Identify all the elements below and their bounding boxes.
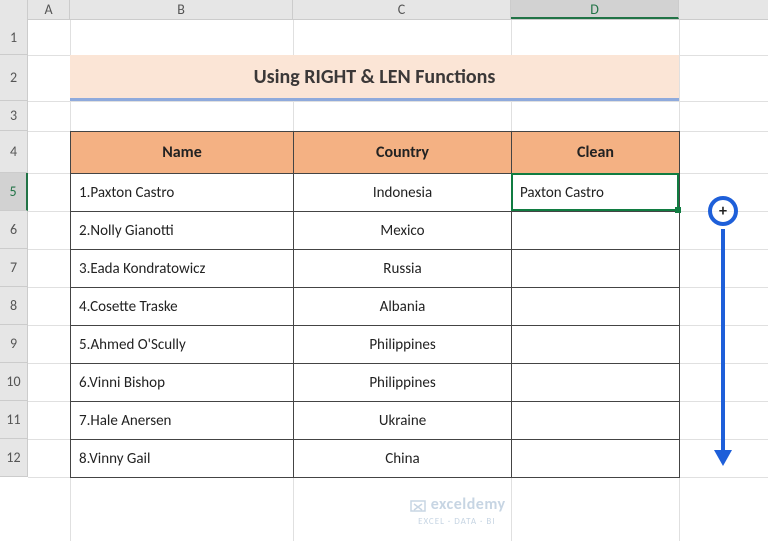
col-header-c[interactable]: C <box>293 0 511 19</box>
fill-handle-marker: + <box>708 196 738 226</box>
drag-arrow <box>708 229 738 468</box>
table-row: 4.Cosette TraskeAlbania <box>71 288 680 326</box>
cell-country[interactable]: Philippines <box>294 326 512 364</box>
header-name[interactable]: Name <box>71 132 294 174</box>
title-banner: Using RIGHT & LEN Functions <box>70 55 679 101</box>
cell-name[interactable]: 2.Nolly Gianotti <box>71 212 294 250</box>
cell-name[interactable]: 5.Ahmed O'Scully <box>71 326 294 364</box>
row-header-2[interactable]: 2 <box>0 55 28 101</box>
watermark-tag: EXCEL · DATA · BI <box>418 516 495 527</box>
data-table: NameCountryClean 1.Paxton CastroIndonesi… <box>70 131 680 478</box>
table-row: 5.Ahmed O'ScullyPhilippines <box>71 326 680 364</box>
table-row: 2.Nolly GianottiMexico <box>71 212 680 250</box>
cell-name[interactable]: 7.Hale Anersen <box>71 402 294 440</box>
crosshair-icon: + <box>719 202 727 221</box>
row-header-5[interactable]: 5 <box>0 173 28 211</box>
cell-country[interactable]: Indonesia <box>294 174 512 212</box>
table-row: 6.Vinni BishopPhilippines <box>71 364 680 402</box>
row-header-8[interactable]: 8 <box>0 287 28 325</box>
table-header-row: NameCountryClean <box>71 132 680 174</box>
row-header-4[interactable]: 4 <box>0 131 28 173</box>
cell-country[interactable]: China <box>294 440 512 478</box>
cell-name[interactable]: 4.Cosette Traske <box>71 288 294 326</box>
table-row: 1.Paxton CastroIndonesiaPaxton Castro <box>71 174 680 212</box>
col-header-a[interactable]: A <box>28 0 70 19</box>
watermark-brand: exceldemy <box>431 495 506 514</box>
col-header-d[interactable]: D <box>511 0 679 19</box>
watermark: exceldemy EXCEL · DATA · BI <box>408 495 506 528</box>
cell-name[interactable]: 3.Eada Kondratowicz <box>71 250 294 288</box>
cell-country[interactable]: Russia <box>294 250 512 288</box>
title-text: Using RIGHT & LEN Functions <box>254 65 496 89</box>
row-header-12[interactable]: 12 <box>0 439 28 477</box>
cell-clean[interactable] <box>512 212 680 250</box>
sheet-area[interactable]: Using RIGHT & LEN Functions NameCountryC… <box>28 20 768 541</box>
row-header-1[interactable]: 1 <box>0 20 28 55</box>
cell-country[interactable]: Albania <box>294 288 512 326</box>
cell-name[interactable]: 1.Paxton Castro <box>71 174 294 212</box>
cell-clean[interactable] <box>512 402 680 440</box>
logo-icon <box>408 498 428 514</box>
cell-name[interactable]: 6.Vinni Bishop <box>71 364 294 402</box>
cell-clean[interactable] <box>512 326 680 364</box>
cell-country[interactable]: Mexico <box>294 212 512 250</box>
cell-clean[interactable] <box>512 440 680 478</box>
table-row: 7.Hale AnersenUkraine <box>71 402 680 440</box>
row-header-9[interactable]: 9 <box>0 325 28 363</box>
column-headers: ABCD <box>0 0 768 20</box>
cell-clean[interactable] <box>512 250 680 288</box>
row-header-3[interactable]: 3 <box>0 101 28 131</box>
cell-country[interactable]: Ukraine <box>294 402 512 440</box>
row-header-7[interactable]: 7 <box>0 249 28 287</box>
cell-name[interactable]: 8.Vinny Gail <box>71 440 294 478</box>
row-header-11[interactable]: 11 <box>0 401 28 439</box>
header-country[interactable]: Country <box>294 132 512 174</box>
row-header-6[interactable]: 6 <box>0 211 28 249</box>
cell-clean[interactable] <box>512 288 680 326</box>
cell-clean[interactable]: Paxton Castro <box>512 174 680 212</box>
cell-clean[interactable] <box>512 364 680 402</box>
row-headers: 123456789101112 <box>0 20 28 477</box>
header-clean[interactable]: Clean <box>512 132 680 174</box>
spreadsheet-grid: ABCD 123456789101112 Using RIGHT & LEN F… <box>0 0 768 541</box>
row-header-10[interactable]: 10 <box>0 363 28 401</box>
cell-country[interactable]: Philippines <box>294 364 512 402</box>
select-all-corner[interactable] <box>0 0 28 20</box>
table-row: 8.Vinny GailChina <box>71 440 680 478</box>
table-row: 3.Eada KondratowiczRussia <box>71 250 680 288</box>
col-header-b[interactable]: B <box>70 0 293 19</box>
